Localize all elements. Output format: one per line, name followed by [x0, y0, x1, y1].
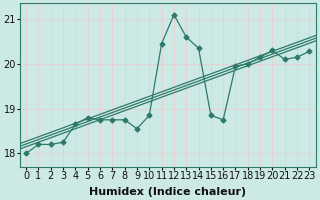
X-axis label: Humidex (Indice chaleur): Humidex (Indice chaleur): [89, 187, 246, 197]
